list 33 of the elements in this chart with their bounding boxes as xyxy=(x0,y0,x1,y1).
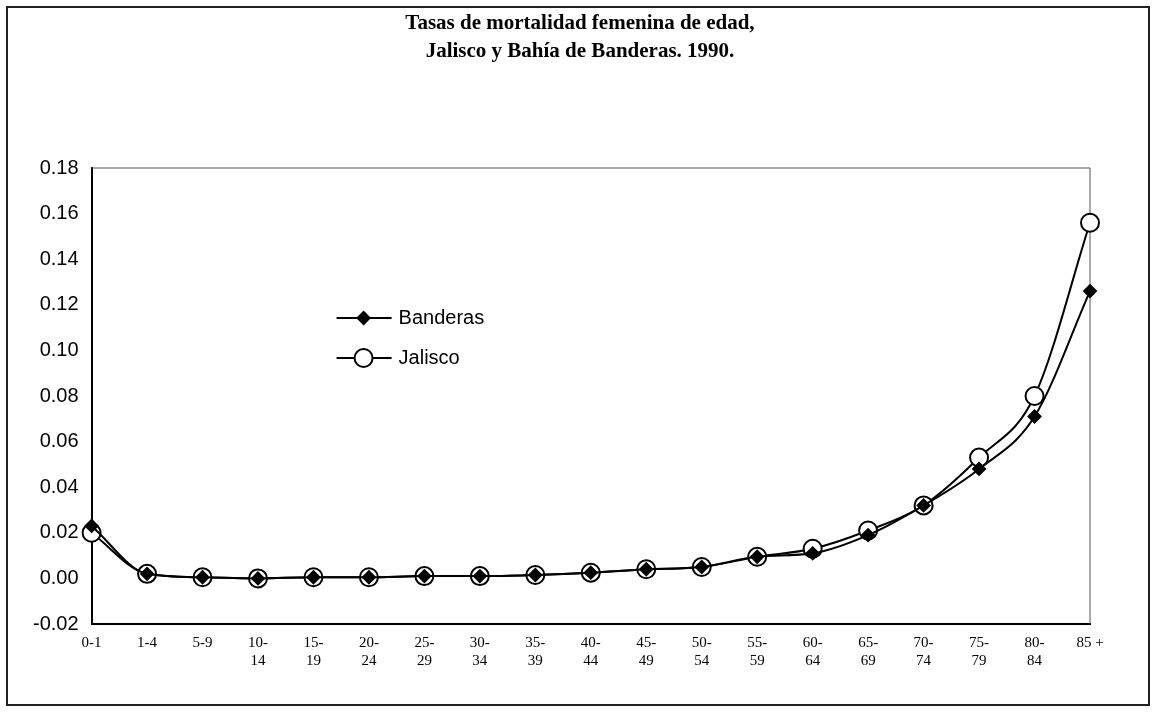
x-tick-label: 75- 79 xyxy=(969,633,990,668)
x-tick-label: 1-4 xyxy=(137,633,158,650)
x-tick-label: 40- 44 xyxy=(580,633,601,668)
y-tick-label: 0.14 xyxy=(39,246,79,269)
x-tick-label: 15- 19 xyxy=(303,633,324,668)
x-tick-label: 35- 39 xyxy=(525,633,546,668)
x-tick-label: 10- 14 xyxy=(247,633,268,668)
y-tick-label: -0.02 xyxy=(32,611,79,634)
x-tick-label: 70- 74 xyxy=(913,633,934,668)
x-tick-label: 50- 54 xyxy=(691,633,712,668)
x-tick-label: 25- 29 xyxy=(414,633,435,668)
x-tick-label: 55- 59 xyxy=(747,633,768,668)
y-tick-label: 0.06 xyxy=(39,429,79,452)
y-tick-label: 0.02 xyxy=(39,520,79,543)
x-tick-label: 0-1 xyxy=(81,633,102,650)
x-tick-label: 80- 84 xyxy=(1024,633,1045,668)
y-tick-label: 0.00 xyxy=(39,565,79,588)
y-tick-label: 0.16 xyxy=(39,201,79,224)
y-tick-label: 0.08 xyxy=(39,383,79,406)
x-tick-label: 45- 49 xyxy=(636,633,657,668)
y-tick-label: 0.10 xyxy=(39,337,79,360)
x-tick-label: 30- 34 xyxy=(469,633,490,668)
x-tick-label: 5-9 xyxy=(192,633,213,650)
x-tick-label: 65- 69 xyxy=(858,633,879,668)
x-tick-label: 85 + xyxy=(1076,633,1104,650)
legend-label: Banderas xyxy=(398,305,485,328)
y-tick-label: 0.04 xyxy=(39,474,79,497)
chart-title: Tasas de mortalidad femenina de edad, Jalisco y Bahía de Banderas. 1990. xyxy=(404,9,756,64)
x-tick-label: 20- 24 xyxy=(358,633,379,668)
y-tick-label: 0.12 xyxy=(39,292,79,315)
y-tick-label: 0.18 xyxy=(39,155,79,178)
x-tick-label: 60- 64 xyxy=(802,633,823,668)
legend-label: Jalisco xyxy=(398,345,460,368)
